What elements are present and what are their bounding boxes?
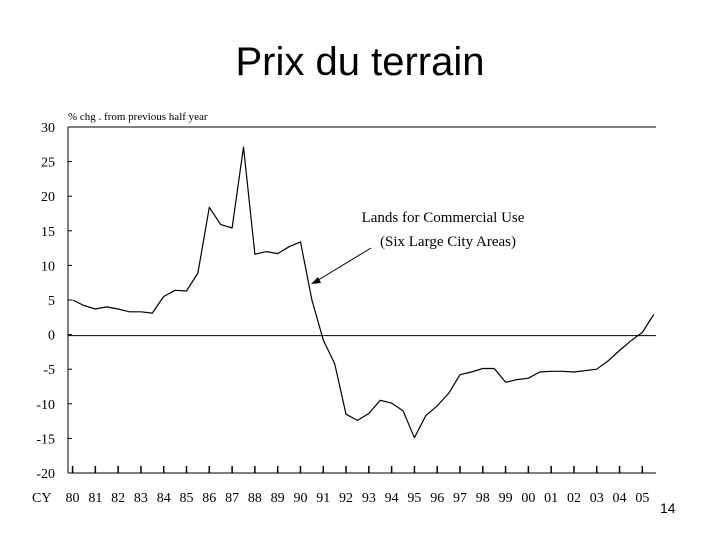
y-tick-label: 0 bbox=[48, 329, 55, 344]
page-number: 14 bbox=[660, 500, 676, 516]
y-tick-label: 10 bbox=[41, 259, 55, 274]
x-tick-label: 90 bbox=[293, 491, 307, 506]
y-tick-label: 5 bbox=[48, 294, 55, 309]
x-tick-label: 91 bbox=[316, 491, 330, 506]
x-tick-label: 93 bbox=[362, 491, 376, 506]
x-tick-label: 81 bbox=[88, 491, 102, 506]
x-tick-label: 05 bbox=[635, 491, 649, 506]
x-tick-label: 02 bbox=[567, 491, 581, 506]
x-tick-label: 99 bbox=[499, 491, 513, 506]
x-tick-label: 92 bbox=[339, 491, 353, 506]
slide-title: Prix du terrain bbox=[235, 40, 485, 84]
annotation-arrow-line bbox=[314, 247, 372, 283]
x-axis-prefix: CY bbox=[32, 491, 51, 506]
y-ticks: 30 25 20 15 10 5 0 -5 -10 -15 -20 bbox=[36, 121, 72, 482]
x-ticks: 80 81 82 83 84 85 86 87 88 89 90 91 92 93 94 95 96 97 98 99… bbox=[66, 466, 649, 506]
x-tick-label: 84 bbox=[157, 491, 171, 506]
x-tick-label: 03 bbox=[590, 491, 604, 506]
annotation-line-2: (Six Large City Areas) bbox=[380, 234, 516, 250]
x-tick-label: 00 bbox=[521, 491, 535, 506]
x-tick-label: 96 bbox=[430, 491, 444, 506]
x-tick-label: 97 bbox=[453, 491, 467, 506]
y-tick-label: -15 bbox=[36, 432, 55, 447]
y-tick-label: 15 bbox=[41, 225, 55, 240]
y-tick-label: 25 bbox=[41, 156, 55, 171]
x-tick-label: 01 bbox=[544, 491, 558, 506]
y-tick-label: 20 bbox=[41, 190, 55, 205]
y-tick-label: -10 bbox=[36, 398, 55, 413]
x-tick-label: 82 bbox=[111, 491, 125, 506]
series-line bbox=[72, 146, 655, 439]
y-tick-label: 30 bbox=[41, 121, 55, 136]
y-tick-label: -5 bbox=[43, 363, 55, 378]
x-tick-label: 83 bbox=[134, 491, 148, 506]
y-tick-label: -20 bbox=[36, 467, 55, 482]
x-tick-label: 86 bbox=[202, 491, 216, 506]
x-tick-label: 94 bbox=[385, 491, 399, 506]
x-tick-label: 87 bbox=[225, 491, 239, 506]
x-tick-label: 80 bbox=[66, 491, 80, 506]
x-tick-label: 95 bbox=[407, 491, 421, 506]
x-tick-label: 89 bbox=[271, 491, 285, 506]
y-axis-label: % chg . from previous half year bbox=[68, 111, 208, 123]
x-tick-label: 88 bbox=[248, 491, 262, 506]
x-tick-label: 85 bbox=[180, 491, 194, 506]
x-tick-label: 98 bbox=[476, 491, 490, 506]
x-tick-label: 04 bbox=[613, 491, 627, 506]
series-annotation: Lands for Commercial Use (Six Large City… bbox=[311, 210, 525, 284]
annotation-line-1: Lands for Commercial Use bbox=[362, 210, 525, 226]
annotation-arrow-head bbox=[311, 277, 321, 284]
